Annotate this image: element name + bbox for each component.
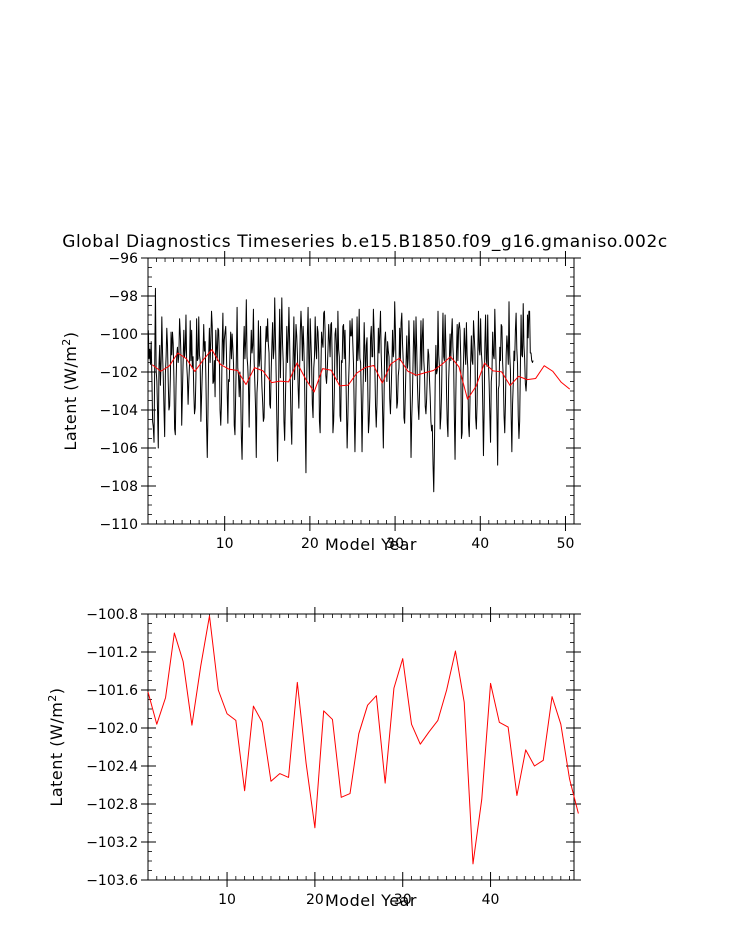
y-tick-label: −101.2 (86, 645, 138, 661)
y-axis-label-text: Latent (W/m (61, 346, 80, 451)
y-tick-label: −108 (100, 479, 138, 495)
y-axis-label: Latent (W/m2) (60, 331, 80, 450)
plot-frame (147, 613, 575, 881)
y-tick-label: −100.8 (86, 607, 138, 623)
x-tick-label: 20 (301, 536, 319, 552)
y-tick-label: −103.6 (86, 873, 138, 889)
y-axis-label-text: Latent (W/m (47, 702, 66, 807)
x-tick-label: 40 (471, 536, 489, 552)
y-axis-label-close: ) (61, 331, 80, 338)
y-tick-label: −102.8 (86, 797, 138, 813)
top-panel: 10 20 30 40 50 −96 −98 −100 −102 −104 −106 −108 −110… (60, 251, 581, 554)
y-axis-label-superscript: 2 (60, 338, 73, 346)
y-tick-label: −102.4 (86, 759, 138, 775)
x-axis-label: Model Year (325, 535, 417, 554)
y-tick-label: −102.0 (86, 721, 138, 737)
x-tick-label: 20 (306, 892, 324, 908)
y-axis-label-superscript: 2 (46, 694, 59, 702)
major-ticks (141, 251, 581, 531)
y-tick-label: −100 (100, 327, 138, 343)
major-ticks (141, 607, 581, 887)
y-tick-label: −101.6 (86, 683, 138, 699)
minor-ticks (147, 613, 574, 881)
x-axis-label: Model Year (325, 891, 417, 910)
y-tick-label: −104 (100, 403, 139, 419)
y-axis-label: Latent (W/m2) (46, 687, 66, 806)
series-line-monthly (147, 287, 534, 493)
x-tick-label: 40 (482, 892, 500, 908)
y-tick-label: −110 (100, 517, 138, 533)
y-tick-label: −98 (108, 289, 138, 305)
x-tick-label: 30 (386, 536, 404, 552)
chart-title: Global Diagnostics Timeseries b.e15.B185… (62, 232, 668, 252)
x-tick-label: 50 (557, 536, 575, 552)
y-axis-label-close: ) (47, 687, 66, 694)
y-tick-label: −102 (100, 365, 138, 381)
bottom-panel: 10 20 30 40 −100.8 −101.2 −101.6 −102.0 −102.4 −1… (46, 607, 581, 910)
x-tick-label: 10 (218, 892, 236, 908)
y-tick-label: −103.2 (86, 835, 138, 851)
y-tick-label: −106 (100, 441, 139, 457)
y-tick-label: −96 (108, 251, 138, 267)
series-line-annual (147, 615, 579, 865)
series-line-annual (151, 349, 571, 400)
x-tick-label: 10 (216, 536, 234, 552)
x-tick-label: 30 (394, 892, 412, 908)
